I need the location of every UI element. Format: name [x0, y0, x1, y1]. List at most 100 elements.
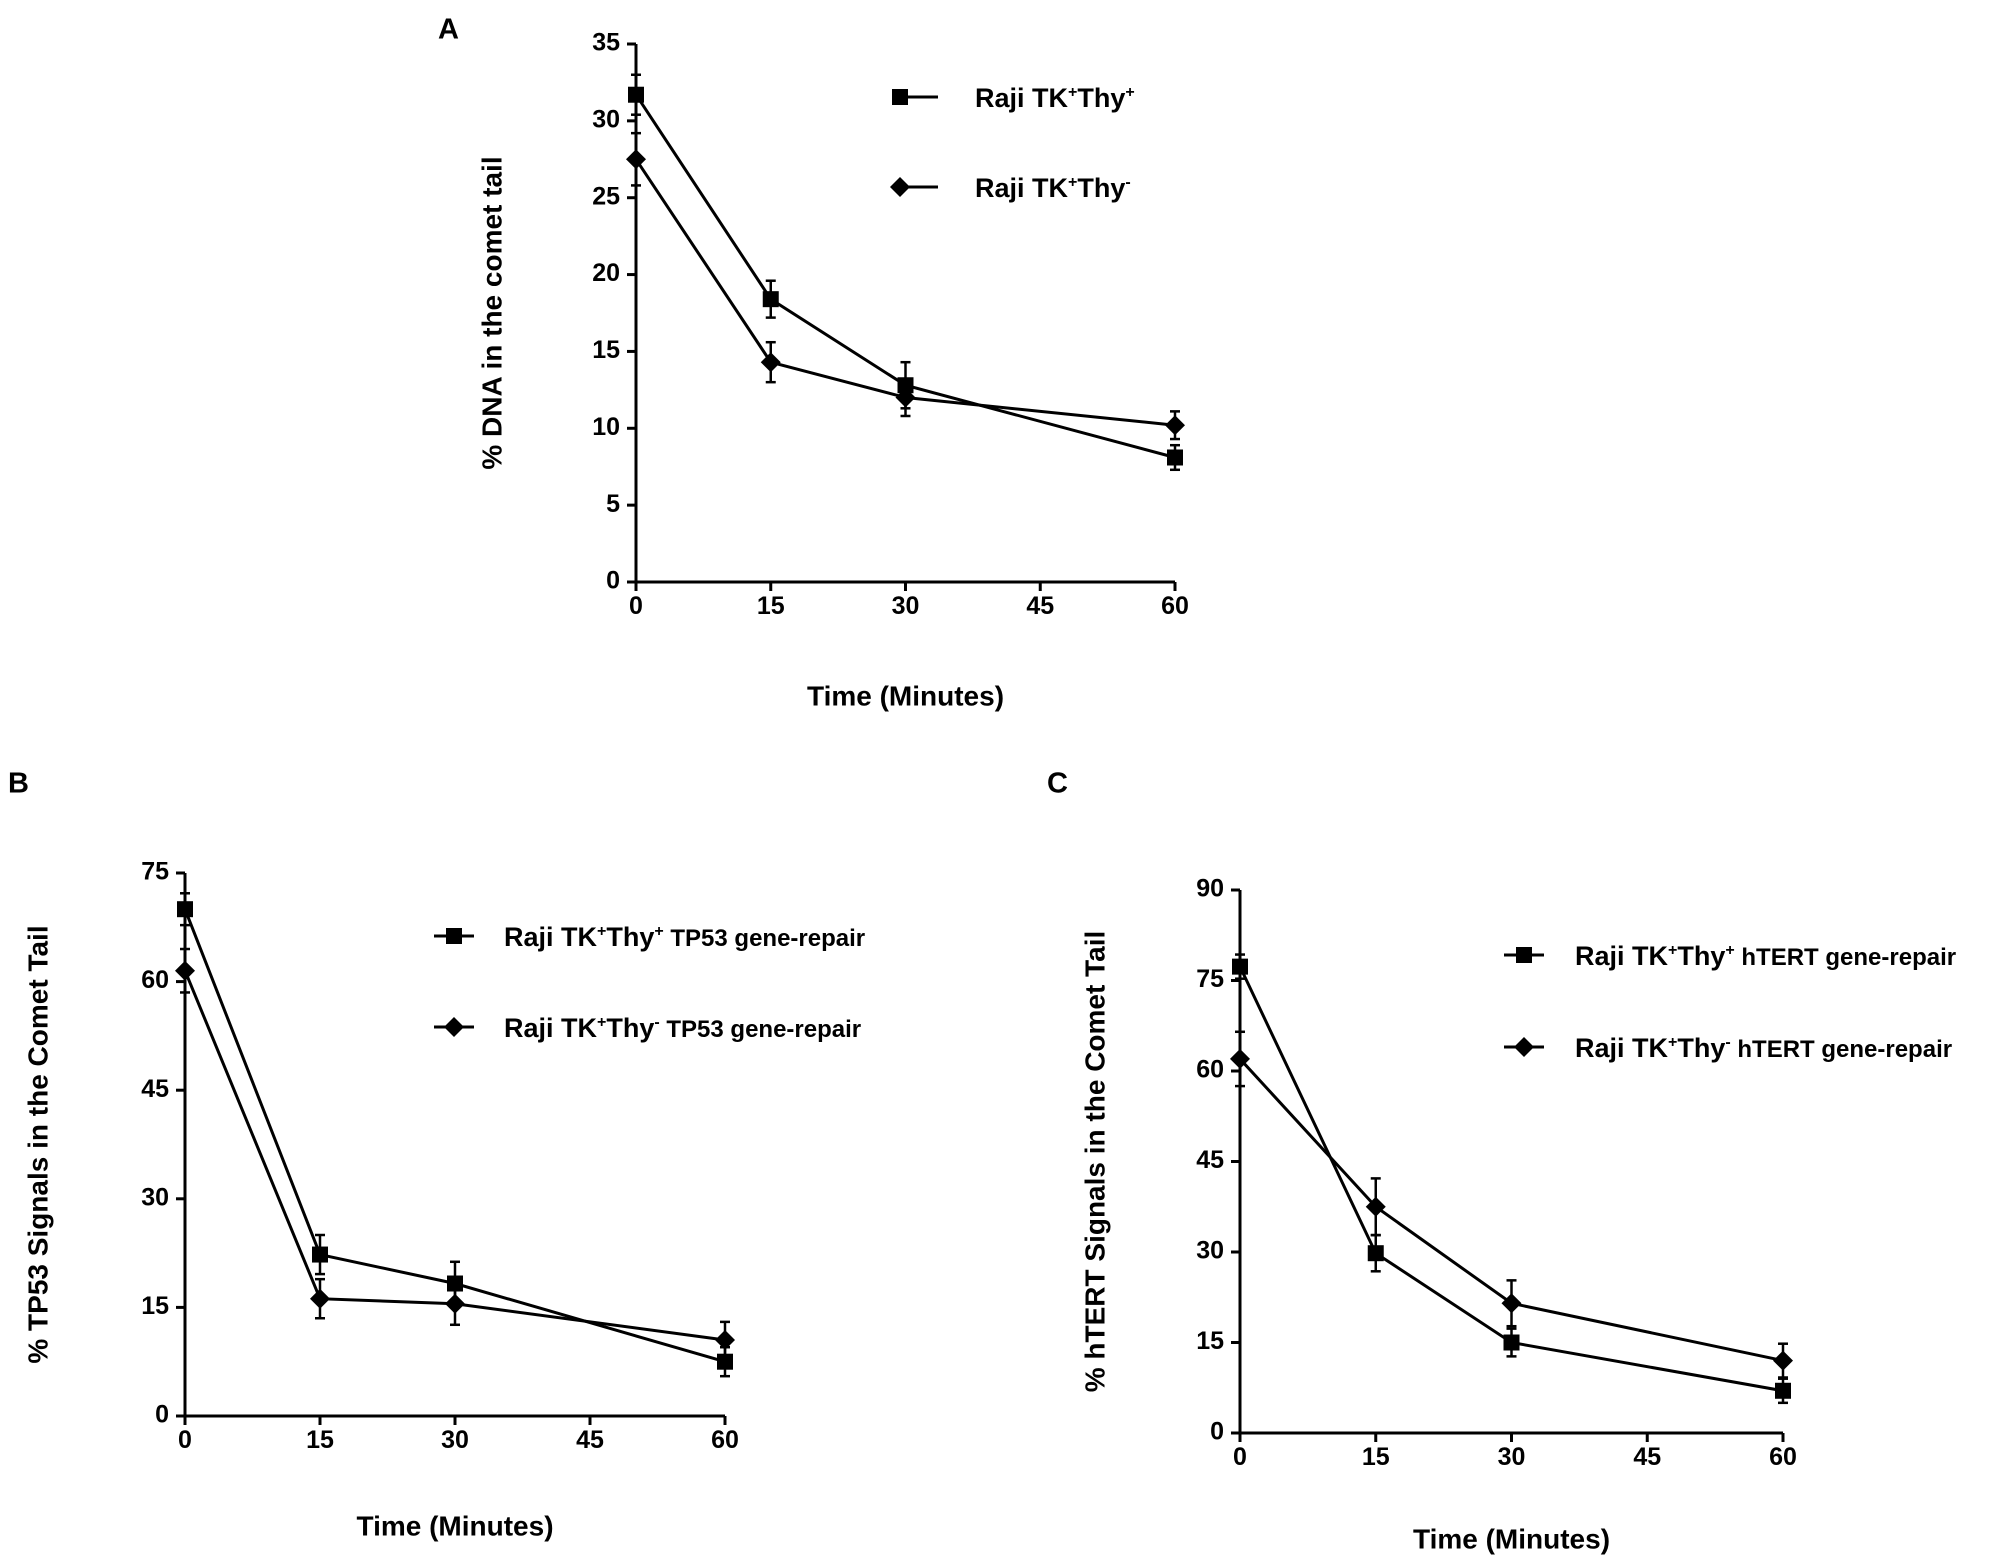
data-point-square — [1367, 1245, 1384, 1262]
x-axis-title: Time (Minutes) — [1413, 1523, 1610, 1554]
data-point-square — [177, 901, 193, 918]
legend-sup: - — [1125, 174, 1130, 191]
y-tick-label: 45 — [1196, 1146, 1224, 1174]
legend-sup: + — [1725, 942, 1734, 959]
legend-marker-square — [892, 89, 908, 105]
legend-mid: Thy — [606, 1013, 654, 1043]
legend-marker-square — [446, 928, 462, 944]
data-point-square — [1167, 449, 1183, 466]
x-axis-title: Time (Minutes) — [807, 680, 1004, 711]
y-tick-label: 15 — [1196, 1327, 1224, 1355]
legend-mid: Thy — [606, 922, 654, 952]
data-point-diamond — [626, 149, 646, 170]
x-tick-label: 30 — [441, 1426, 469, 1454]
legend-mid: Thy — [1677, 941, 1725, 971]
legend-sup: + — [1668, 1034, 1677, 1051]
data-point-diamond — [1501, 1293, 1522, 1314]
series-tkplus-thyminus — [626, 131, 1185, 441]
data-point-diamond — [175, 960, 195, 981]
data-point-square — [628, 86, 644, 103]
legend-sup: + — [597, 1014, 606, 1031]
x-tick-label: 15 — [1362, 1443, 1390, 1471]
x-tick-label: 0 — [1233, 1443, 1247, 1471]
chart-panel-b: B 0 15 30 45 60 0 15 30 45 60 75 Time (Minutes) % TP5… — [8, 768, 865, 1542]
y-tick-label: 75 — [141, 858, 169, 886]
legend-base: Raji TK — [975, 173, 1069, 203]
series-line — [1238, 965, 1784, 1393]
x-tick-label: 45 — [1633, 1443, 1661, 1471]
legend-base: Raji TK — [1575, 1033, 1669, 1063]
y-tick-label: 45 — [141, 1075, 169, 1103]
y-tick-label: 20 — [592, 259, 620, 287]
series-line — [1238, 1057, 1784, 1363]
legend-suffix: hTERT gene-repair — [1731, 1036, 1952, 1063]
data-point-diamond — [895, 387, 916, 408]
x-axis-title: Time (Minutes) — [356, 1510, 553, 1541]
data-point-diamond — [1230, 1048, 1250, 1069]
legend-label: Raji TK+Thy+ TP53 gene-repair — [504, 922, 865, 952]
x-tick-label: 15 — [757, 592, 785, 620]
legend-label: Raji TK+Thy- hTERT gene-repair — [1575, 1033, 1952, 1063]
y-tick-label: 15 — [141, 1292, 169, 1320]
legend-base: Raji TK — [1575, 941, 1669, 971]
y-tick-label: 30 — [141, 1183, 169, 1211]
legend-marker-diamond — [1514, 1037, 1534, 1057]
y-tick-label: 10 — [592, 413, 620, 441]
legend-entry: Raji TK+Thy- hTERT gene-repair — [1504, 1033, 1952, 1063]
x-tick-label: 15 — [306, 1426, 334, 1454]
legend-entry: Raji TK+Thy+ — [892, 83, 1135, 113]
x-tick-label: 60 — [711, 1426, 739, 1454]
y-axis-title: % TP53 Signals in the Comet Tail — [22, 925, 53, 1363]
data-point-square — [1232, 958, 1248, 975]
data-point-diamond — [310, 1288, 330, 1309]
legend-mid: Thy — [1077, 173, 1125, 203]
legend-sup: - — [654, 1014, 659, 1031]
data-point-square — [762, 291, 779, 308]
legend-base: Raji TK — [504, 1013, 598, 1043]
x-tick-label: 60 — [1769, 1443, 1797, 1471]
data-point-square — [1775, 1382, 1791, 1399]
legend-suffix: TP53 gene-repair — [664, 925, 865, 952]
x-tick-label: 60 — [1161, 592, 1189, 620]
data-point-diamond — [1165, 415, 1185, 436]
legend-suffix: hTERT gene-repair — [1735, 944, 1956, 971]
legend-sup: - — [1725, 1034, 1730, 1051]
y-tick-label: 60 — [141, 966, 169, 994]
y-tick-label: 35 — [592, 29, 620, 57]
y-tick-label: 90 — [1196, 875, 1224, 903]
data-point-diamond — [715, 1329, 735, 1350]
series-line — [634, 158, 1176, 427]
x-tick-label: 0 — [629, 592, 643, 620]
series-tkplus-thyminus — [175, 947, 735, 1360]
legend-entry: Raji TK+Thy- — [890, 173, 1131, 203]
y-tick-label: 0 — [155, 1401, 169, 1429]
y-tick-label: 0 — [606, 567, 620, 595]
legend-entry: Raji TK+Thy+ TP53 gene-repair — [434, 922, 865, 952]
y-tick-label: 75 — [1196, 965, 1224, 993]
data-point-diamond — [1773, 1350, 1793, 1371]
legend-sup: + — [597, 923, 606, 940]
series-line — [183, 970, 726, 1342]
panel-label: B — [8, 768, 29, 800]
legend-entry: Raji TK+Thy- TP53 gene-repair — [434, 1013, 861, 1043]
y-tick-label: 30 — [592, 105, 620, 133]
x-tick-label: 45 — [576, 1426, 604, 1454]
data-point-square — [1503, 1334, 1520, 1351]
legend-entry: Raji TK+Thy+ hTERT gene-repair — [1504, 941, 1956, 971]
series-line — [634, 93, 1176, 459]
legend-base: Raji TK — [975, 83, 1069, 113]
data-point-diamond — [445, 1293, 465, 1314]
y-axis-title: % hTERT Signals in the Comet Tail — [1079, 931, 1110, 1393]
legend-marker-diamond — [444, 1017, 464, 1037]
y-tick-label: 25 — [592, 182, 620, 210]
panel-label: C — [1047, 768, 1068, 800]
legend-base: Raji TK — [504, 922, 598, 952]
y-axis-title: % DNA in the comet tail — [476, 156, 507, 469]
legend-sup: + — [1125, 84, 1134, 101]
data-point-square — [312, 1246, 328, 1263]
legend-marker-diamond — [890, 177, 910, 197]
y-tick-label: 60 — [1196, 1056, 1224, 1084]
data-point-diamond — [1365, 1196, 1386, 1217]
legend-mid: Thy — [1677, 1033, 1725, 1063]
